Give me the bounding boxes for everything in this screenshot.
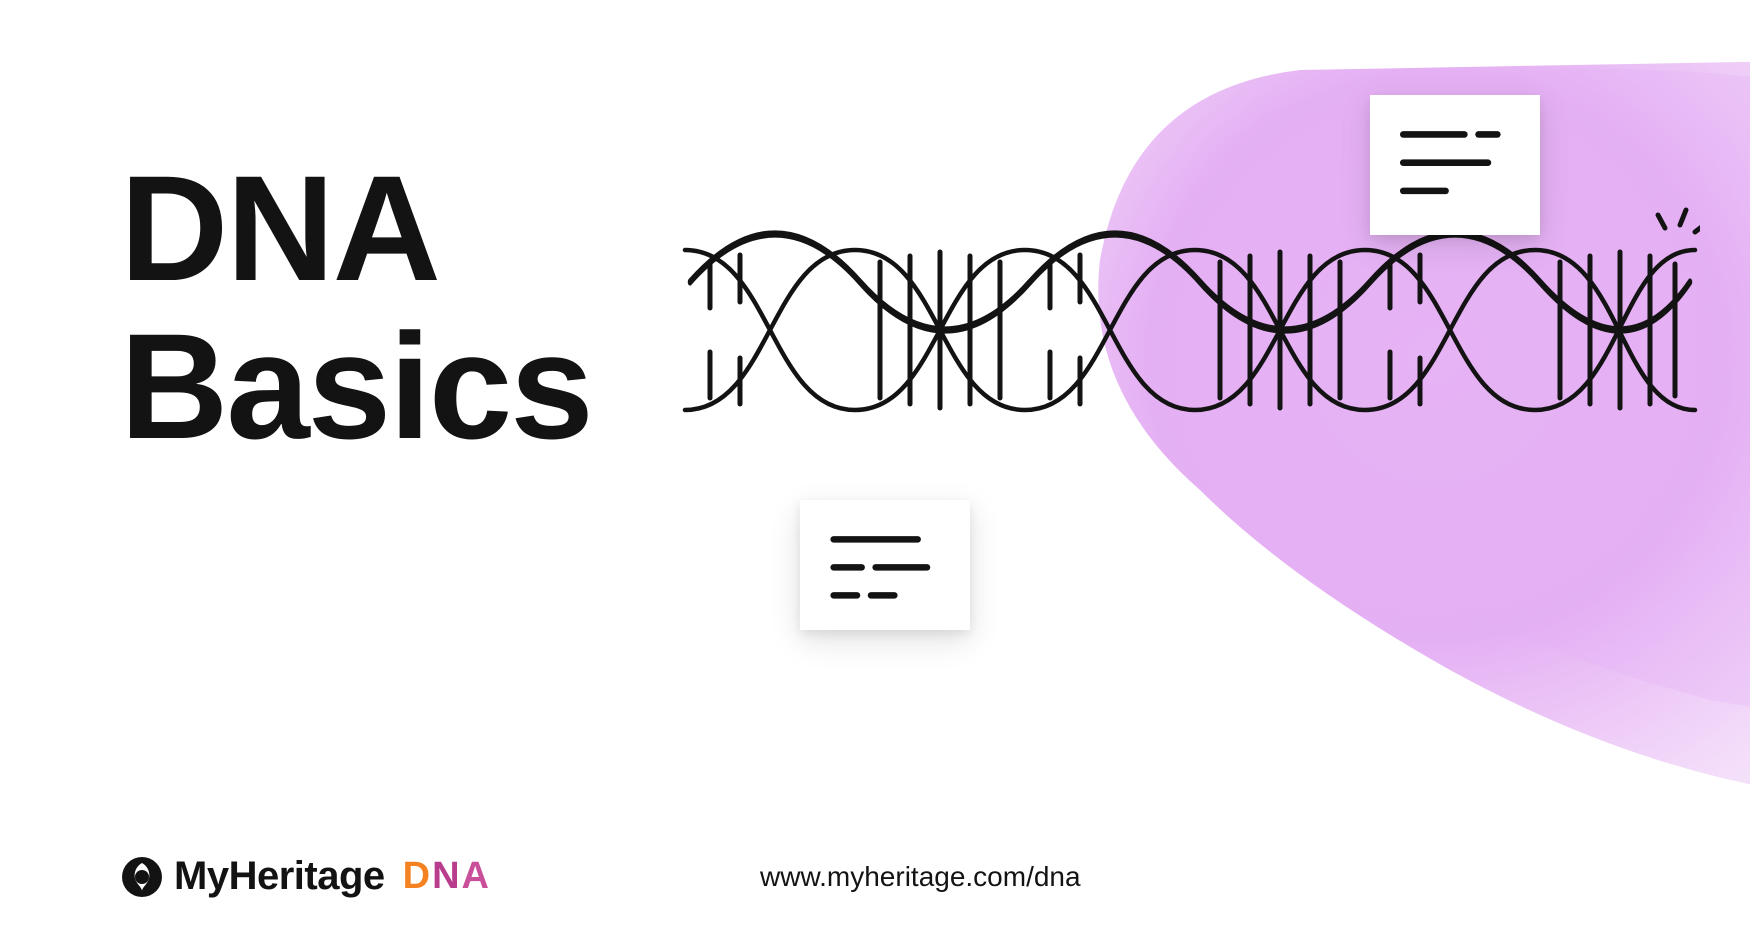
title-line-1: DNA [120, 150, 592, 308]
annotation-card-bottom [800, 500, 970, 630]
brand-dna-suffix: DNA [403, 855, 491, 898]
brand-logo: MyHeritage DNA [120, 854, 491, 899]
title-line-2: Basics [120, 308, 592, 466]
brand-name: MyHeritage [174, 854, 385, 899]
footer: MyHeritage DNA www.myheritage.com/dna [120, 854, 1630, 899]
annotation-card-top [1370, 95, 1540, 235]
logo-icon [120, 855, 164, 899]
page-title: DNA Basics [120, 150, 592, 465]
dna-helix-illustration [680, 190, 1700, 470]
watercolor-blob [950, 60, 1750, 910]
website-url: www.myheritage.com/dna [760, 861, 1081, 893]
